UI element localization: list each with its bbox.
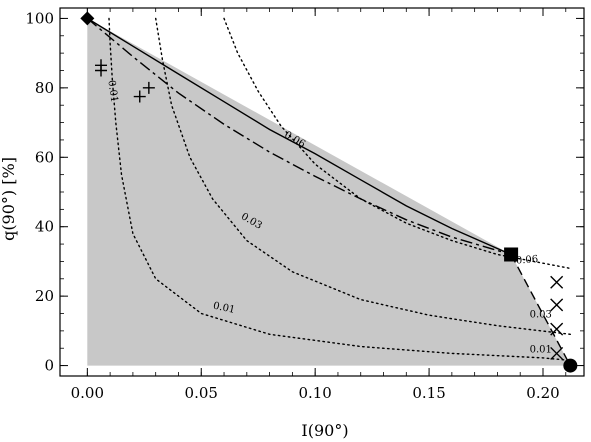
series-line-dashed <box>510 254 571 366</box>
y-tick-label-1: 20 <box>35 287 54 305</box>
shaded-region-layer <box>87 18 571 366</box>
x-tick-label-2: 0.10 <box>298 384 331 402</box>
cross-marker-8 <box>550 298 564 312</box>
contour-0.01-0 <box>108 17 571 362</box>
circle-marker-2 <box>563 358 578 373</box>
y-tick-label-5: 100 <box>25 9 54 27</box>
x-tick-label-0: 0.00 <box>71 384 104 402</box>
contour-label-5: 0.03 <box>530 310 552 321</box>
y-tick-label-0: 0 <box>44 357 54 375</box>
x-tick-label-3: 0.15 <box>412 384 445 402</box>
contour-label-0: 0.01 <box>105 80 119 104</box>
contour-label-3: 0.01 <box>212 301 236 316</box>
y-tick-label-4: 80 <box>35 79 54 97</box>
x-tick-label-1: 0.05 <box>185 384 218 402</box>
marker-layer <box>80 11 578 373</box>
cross-marker-10 <box>550 346 564 360</box>
contour-0.03-1 <box>154 17 571 335</box>
plus-marker-6 <box>142 81 155 94</box>
y-tick-label-3: 60 <box>35 148 54 166</box>
diamond-marker-0 <box>80 11 95 26</box>
contour-label-4: 0.06 <box>516 254 539 267</box>
series-line-solid <box>86 17 512 256</box>
x-axis-title: I(90°) <box>301 421 348 440</box>
plus-marker-5 <box>133 90 146 103</box>
cross-marker-7 <box>550 275 564 289</box>
shaded-region <box>87 18 571 366</box>
plus-marker-4 <box>95 64 108 77</box>
y-axis-title: q(90°) [%] <box>0 157 18 241</box>
square-marker-1 <box>504 247 519 262</box>
cross-marker-9 <box>550 322 564 336</box>
contour-label-6: 0.01 <box>530 344 552 355</box>
y-tick-label-2: 40 <box>35 218 54 236</box>
series-layer <box>86 17 571 366</box>
axes-layer: 0.00 0.05 0.10 0.15 0.20 0 20 40 60 80 100 <box>25 7 585 402</box>
x-tick-label-4: 0.20 <box>526 384 559 402</box>
